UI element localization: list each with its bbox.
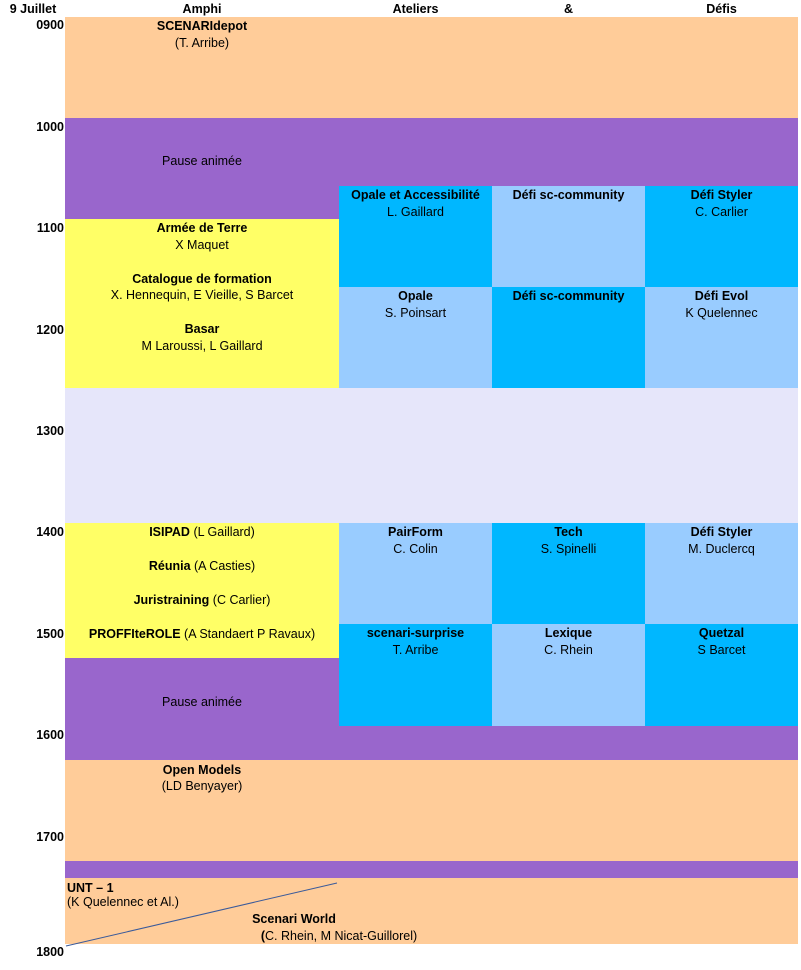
session-speaker: X Maquet [175,238,229,252]
session-speaker: (T. Arribe) [174,36,230,50]
session-defi-sc-community-1: Défi sc-community [492,186,645,287]
session-open-models: Open Models (LD Benyayer) [65,760,798,861]
session-title: Armée de Terre [156,221,248,235]
session-title: PairForm [388,525,443,539]
session-title: Basar [184,322,220,336]
session-defi-styler-1: Défi Styler C. Carlier [645,186,798,287]
session-speaker: C. Rhein, M Nicat-Guillorel) [265,929,418,943]
ampersand-header: & [563,2,574,16]
session-tech: Tech S. Spinelli [492,523,645,624]
session-title: Réunia [148,559,191,573]
amphi-morning-block: Armée de Terre X Maquet Catalogue de for… [65,219,339,388]
time-label: 1500 [36,627,64,641]
speaker-prefix: ( [260,929,266,943]
session-speaker: X. Hennequin, E Vieille, S Barcet [110,288,294,302]
session-speaker: (K Quelennec et Al.) [67,895,179,909]
session-title: PROFFIteROLE [88,627,181,641]
session-title: Opale [398,289,433,303]
session-line-juristraining: Juristraining (C Carlier) [65,593,339,607]
session-speaker: K Quelennec [685,306,758,320]
session-speaker: (LD Benyayer) [161,779,243,793]
session-title: Juristraining [133,593,210,607]
session-title: Défi Evol [694,289,749,303]
time-label: 1300 [36,424,64,438]
session-title: Scenari World [252,912,336,926]
time-label: 1800 [36,945,64,959]
defis-header: Défis [706,2,737,16]
session-title: Défi sc-community [512,188,625,202]
session-speaker: C. Colin [393,542,438,556]
session-speaker: S. Poinsart [384,306,447,320]
session-title: Open Models [162,763,242,777]
session-quetzal: Quetzal S Barcet [645,624,798,726]
session-speaker-line: (C. Rhein, M Nicat-Guillorel) [65,929,613,943]
session-line-proffiterole: PROFFIteROLE (A Standaert P Ravaux) [65,627,339,641]
session-defi-styler-2: Défi Styler M. Duclercq [645,523,798,624]
session-speaker: (A Standaert P Ravaux) [184,627,316,641]
session-speaker: (C Carlier) [212,593,271,607]
session-line-reunia: Réunia (A Casties) [65,559,339,573]
session-title: ISIPAD [149,525,190,539]
time-label: 1400 [36,525,64,539]
session-line-isipad: ISIPAD (L Gaillard) [65,525,339,539]
pause-block-continued [65,186,339,219]
time-label: 0900 [36,18,64,32]
time-label: 1100 [36,221,64,235]
session-title: Quetzal [698,626,745,640]
time-label: 1600 [36,728,64,742]
pause-block-3 [65,861,798,878]
session-title: SCENARIdepot [156,19,248,33]
session-speaker: S Barcet [697,643,746,657]
session-speaker: T. Arribe [392,643,439,657]
session-speaker: S. Spinelli [540,542,597,556]
pause-block-2-continued [65,726,798,760]
session-title: Défi Styler [690,525,753,539]
session-title: Tech [554,525,583,539]
session-title: Défi sc-community [512,289,625,303]
session-defi-sc-community-2: Défi sc-community [492,287,645,388]
session-title: Opale et Accessibilité [351,188,480,202]
date-header: 9 Juillet [9,2,57,16]
session-speaker: C. Carlier [695,205,748,219]
lunch-block [65,388,798,523]
pause-block-2: Pause animée [65,658,339,726]
session-scenaridepot: SCENARIdepot (T. Arribe) [65,17,798,118]
session-speaker: C. Rhein [544,643,593,657]
time-label: 1200 [36,323,64,337]
time-label: 1700 [36,830,64,844]
session-speaker: M. Duclercq [688,542,755,556]
session-opale-accessibilite: Opale et Accessibilité L. Gaillard [339,186,492,287]
ateliers-header: Ateliers [392,2,439,16]
session-speaker: L. Gaillard [387,205,444,219]
amphi-afternoon-block: ISIPAD (L Gaillard) Réunia (A Casties) J… [65,523,339,658]
session-scenari-surprise: scenari-surprise T. Arribe [339,624,492,726]
session-title: Défi Styler [690,188,753,202]
pause-label: Pause animée [162,154,242,168]
session-title: scenari-surprise [366,626,465,640]
session-speaker: M Laroussi, L Gaillard [141,339,263,353]
session-defi-evol: Défi Evol K Quelennec [645,287,798,388]
time-label: 1000 [36,120,64,134]
session-lexique: Lexique C. Rhein [492,624,645,726]
session-unt-scenari-world: UNT – 1 (K Quelennec et Al.) Scenari Wor… [65,878,798,944]
session-title: Lexique [544,626,593,640]
session-pairform: PairForm C. Colin [339,523,492,624]
pause-label: Pause animée [162,695,242,709]
session-title: UNT – 1 [67,881,114,895]
session-speaker: (A Casties) [194,559,256,573]
amphi-header: Amphi [182,2,222,16]
session-opale: Opale S. Poinsart [339,287,492,388]
pause-block: Pause animée [65,118,798,186]
session-title: Catalogue de formation [132,272,272,286]
session-speaker: (L Gaillard) [193,525,255,539]
